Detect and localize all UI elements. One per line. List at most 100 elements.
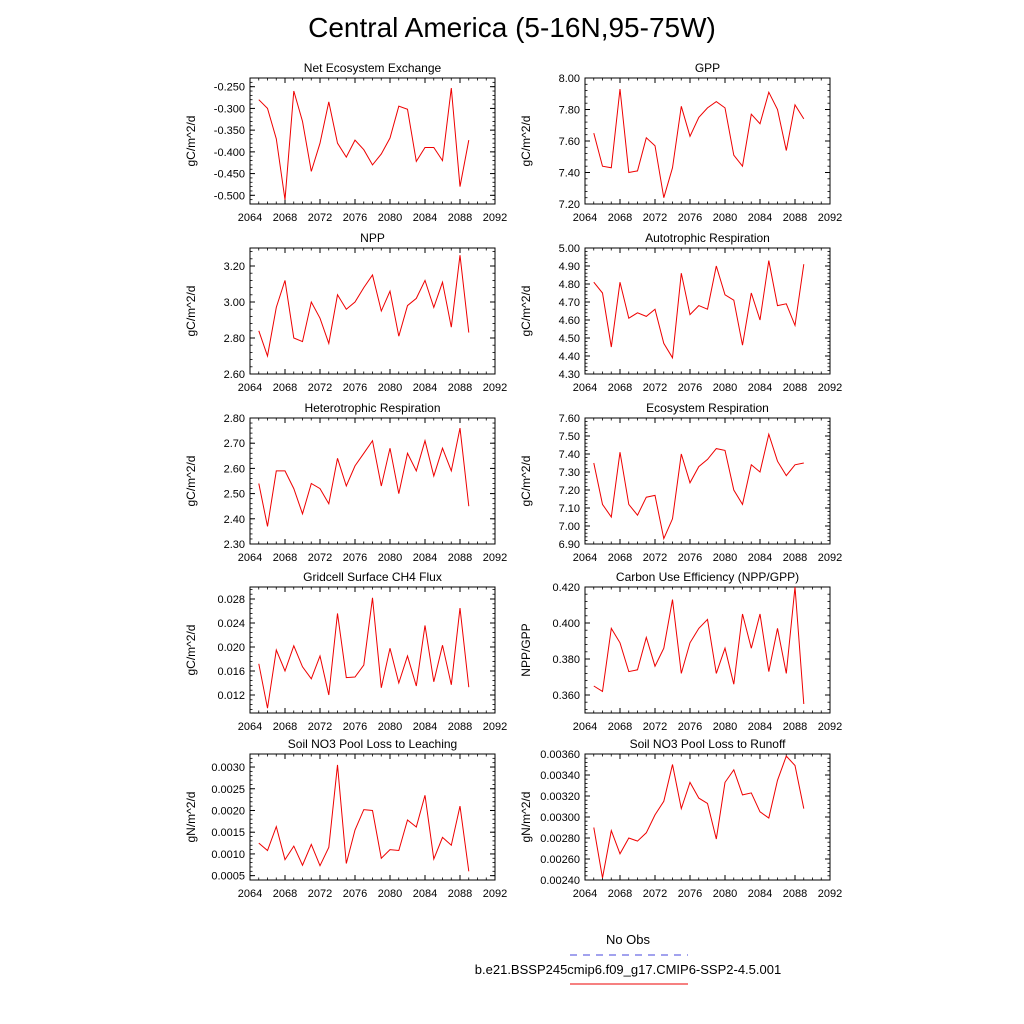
y-tick-label: -0.500 — [214, 190, 245, 202]
x-tick-label: 2080 — [378, 888, 402, 900]
x-tick-label: 2088 — [448, 552, 472, 564]
x-tick-label: 2080 — [713, 382, 737, 394]
data-point — [776, 108, 778, 110]
chart-title: Gridcell Surface CH4 Flux — [303, 570, 442, 584]
data-point — [803, 263, 805, 265]
data-point — [293, 90, 295, 92]
data-point — [266, 707, 268, 709]
data-point — [380, 687, 382, 689]
data-point — [433, 858, 435, 860]
chart-title: Soil NO3 Pool Loss to Runoff — [630, 737, 787, 751]
x-tick-label: 2084 — [413, 382, 437, 394]
data-point — [610, 346, 612, 348]
data-point — [636, 840, 638, 842]
data-point — [398, 849, 400, 851]
data-point — [671, 518, 673, 520]
data-point — [741, 165, 743, 167]
data-point — [310, 170, 312, 172]
x-tick-label: 2084 — [413, 552, 437, 564]
data-point — [785, 672, 787, 674]
data-point — [768, 670, 770, 672]
data-point — [468, 686, 470, 688]
data-point — [363, 664, 365, 666]
x-tick-label: 2084 — [413, 888, 437, 900]
y-axis-label: gC/m^2/d — [519, 286, 533, 337]
x-tick-label: 2088 — [448, 212, 472, 224]
y-tick-label: 2.60 — [224, 369, 245, 381]
data-point — [636, 669, 638, 671]
data-point — [619, 88, 621, 90]
x-tick-label: 2084 — [413, 721, 437, 733]
data-point — [733, 769, 735, 771]
data-point — [776, 627, 778, 629]
data-point — [724, 294, 726, 296]
x-tick-label: 2076 — [678, 721, 702, 733]
data-point — [680, 807, 682, 809]
data-point — [433, 475, 435, 477]
series-line — [593, 260, 805, 360]
data-point — [715, 447, 717, 449]
x-tick-label: 2080 — [713, 212, 737, 224]
y-tick-label: -0.300 — [214, 103, 245, 115]
data-point — [266, 355, 268, 357]
data-point — [741, 344, 743, 346]
x-tick-label: 2072 — [643, 721, 667, 733]
data-point — [406, 304, 408, 306]
y-tick-label: 0.380 — [552, 654, 580, 666]
data-point — [336, 142, 338, 144]
data-point — [328, 694, 330, 696]
chart-frame — [584, 417, 831, 545]
x-tick-label: 2072 — [308, 721, 332, 733]
chart-title: Soil NO3 Pool Loss to Leaching — [288, 737, 457, 751]
x-tick-label: 2076 — [678, 382, 702, 394]
data-point — [258, 842, 260, 844]
data-point — [293, 645, 295, 647]
data-point — [328, 846, 330, 848]
x-tick-label: 2084 — [748, 212, 772, 224]
data-point — [301, 513, 303, 515]
data-point — [319, 142, 321, 144]
data-point — [759, 471, 761, 473]
data-point — [301, 340, 303, 342]
series-line — [258, 255, 470, 358]
x-tick-label: 2092 — [483, 552, 507, 564]
data-point — [275, 306, 277, 308]
chart-frame — [584, 753, 831, 881]
data-point — [363, 452, 365, 454]
y-tick-label: 0.0020 — [211, 805, 245, 817]
data-point — [319, 655, 321, 657]
y-tick-label: 6.90 — [559, 539, 580, 551]
y-tick-label: 0.00320 — [540, 791, 580, 803]
x-tick-label: 2092 — [818, 721, 842, 733]
data-point — [759, 613, 761, 615]
y-tick-label: 0.0005 — [211, 871, 245, 883]
x-tick-label: 2064 — [573, 382, 597, 394]
data-point — [336, 294, 338, 296]
y-axis-label: gN/m^2/d — [184, 792, 198, 843]
y-tick-label: 0.0030 — [211, 762, 245, 774]
chart-panel: 2064 2068 2072 2076 2080 2084 2088 2092 2.30 2.40… — [184, 401, 507, 564]
data-point — [354, 676, 356, 678]
data-point — [759, 122, 761, 124]
data-point — [258, 99, 260, 101]
data-point — [601, 690, 603, 692]
x-tick-label: 2076 — [678, 552, 702, 564]
data-point — [441, 281, 443, 283]
chart-title: NPP — [360, 231, 385, 245]
data-point — [380, 310, 382, 312]
data-point — [389, 447, 391, 449]
x-tick-label: 2084 — [413, 212, 437, 224]
data-point — [389, 137, 391, 139]
data-point — [671, 763, 673, 765]
data-point — [301, 666, 303, 668]
x-tick-label: 2068 — [273, 721, 297, 733]
x-tick-label: 2084 — [748, 721, 772, 733]
x-tick-label: 2064 — [238, 382, 262, 394]
y-tick-label: 4.80 — [559, 279, 580, 291]
data-point — [750, 113, 752, 115]
x-tick-label: 2092 — [483, 382, 507, 394]
data-point — [415, 685, 417, 687]
data-point — [284, 198, 286, 200]
data-point — [468, 870, 470, 872]
data-point — [724, 449, 726, 451]
